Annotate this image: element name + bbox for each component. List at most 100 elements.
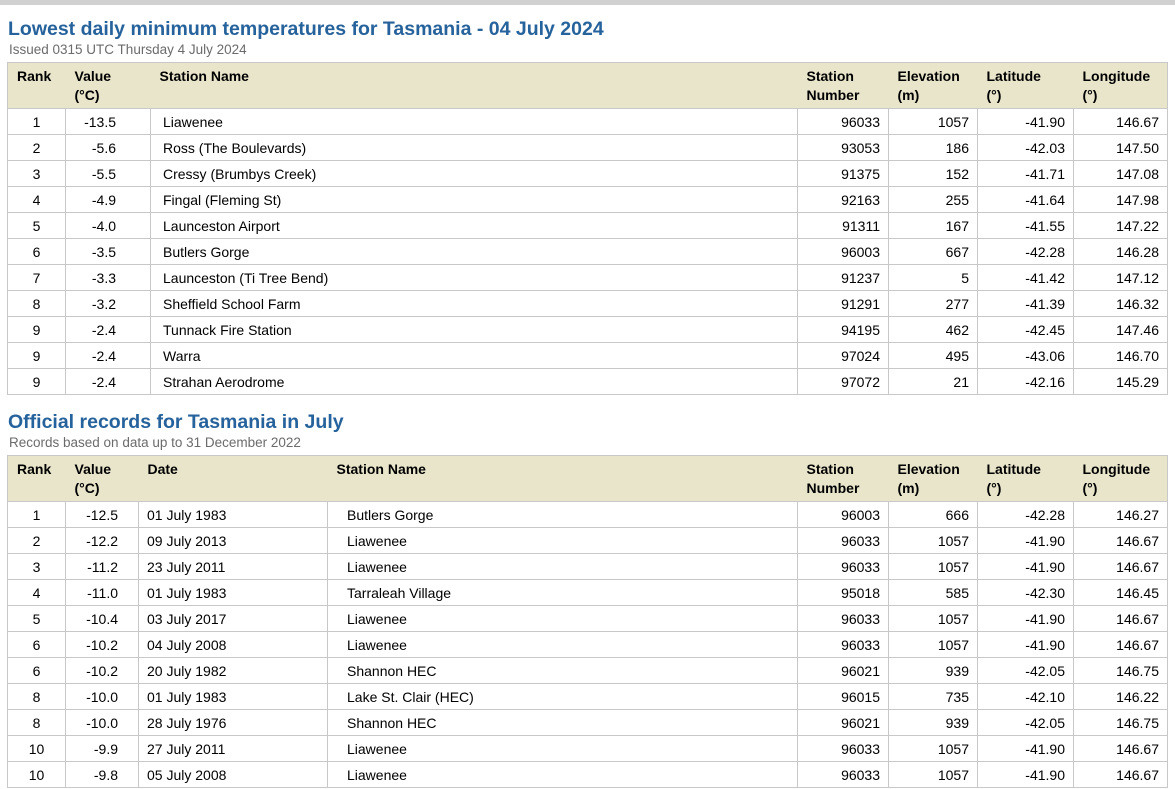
cell-lat: -42.03 [977,134,1074,161]
cell-num: 96033 [797,735,889,762]
cell-date: 04 July 2008 [138,631,328,658]
cell-num: 96015 [797,683,889,710]
daily-minimums-table: Rank Value (°C) Station Name Station Number El… [7,62,1168,395]
cell-elev: 585 [888,579,978,606]
cell-rank: 8 [7,683,66,710]
official-records-based-text: Records based on data up to 31 December … [9,435,301,450]
cell-num: 96033 [797,553,889,580]
official-records-table: Rank Value (°C) Date Station Name Station Numb… [7,455,1168,788]
cell-name: Launceston (Ti Tree Bend) [150,264,798,291]
cell-name: Butlers Gorge [150,238,798,265]
cell-lon: 147.12 [1073,264,1168,291]
cell-date: 03 July 2017 [138,605,328,632]
table-header-row: Rank Value (°C) Date Station Name Station Numb… [7,455,1168,502]
cell-name: Launceston Airport [150,212,798,239]
cell-name: Lake St. Clair (HEC) [327,683,798,710]
cell-num: 96021 [797,657,889,684]
cell-value: -9.9 [65,735,139,762]
cell-lon: 146.28 [1073,238,1168,265]
cell-date: 20 July 1982 [138,657,328,684]
cell-lon: 146.67 [1073,605,1168,632]
cell-lat: -41.90 [977,108,1074,135]
table-row: 3 -11.2 23 July 2011 Liawenee 96033 1057 -41.9… [7,553,1168,580]
cell-elev: 666 [888,501,978,528]
table-row: 8 -3.2 Sheffield School Farm 91291 277 -41.39… [7,290,1168,317]
cell-value: -12.5 [65,501,139,528]
table-row: 2 -12.2 09 July 2013 Liawenee 96033 1057 -41.9… [7,527,1168,554]
cell-lon: 146.75 [1073,709,1168,736]
cell-value: -13.5 [65,108,151,135]
cell-num: 96033 [797,108,889,135]
cell-rank: 6 [7,657,66,684]
cell-num: 96003 [797,501,889,528]
table-row: 5 -10.4 03 July 2017 Liawenee 96033 1057 -41.9… [7,605,1168,632]
cell-elev: 1057 [888,605,978,632]
cell-elev: 1057 [888,761,978,788]
cell-num: 96033 [797,605,889,632]
cell-lat: -42.30 [977,579,1074,606]
cell-lat: -41.90 [977,761,1074,788]
table-row: 8 -10.0 01 July 1983 Lake St. Clair (HEC) 96… [7,683,1168,710]
cell-num: 95018 [797,579,889,606]
cell-name: Fingal (Fleming St) [150,186,798,213]
cell-elev: 667 [888,238,978,265]
cell-value: -2.4 [65,368,151,395]
cell-rank: 7 [7,264,66,291]
column-header-rank: Rank [7,62,66,109]
column-header-num: Station Number [797,62,889,109]
cell-lon: 146.67 [1073,527,1168,554]
table-row: 9 -2.4 Tunnack Fire Station 94195 462 -42.45 1… [7,316,1168,343]
table-row: 2 -5.6 Ross (The Boulevards) 93053 186 -42.03… [7,134,1168,161]
cell-lat: -41.39 [977,290,1074,317]
cell-num: 96033 [797,631,889,658]
cell-lat: -41.42 [977,264,1074,291]
cell-lon: 147.08 [1073,160,1168,187]
cell-lat: -42.05 [977,709,1074,736]
cell-elev: 21 [888,368,978,395]
table-row: 1 -12.5 01 July 1983 Butlers Gorge 96003 666-… [7,501,1168,528]
cell-num: 94195 [797,316,889,343]
cell-lat: -42.16 [977,368,1074,395]
cell-name: Tunnack Fire Station [150,316,798,343]
cell-value: -3.2 [65,290,151,317]
cell-elev: 1057 [888,631,978,658]
cell-elev: 1057 [888,553,978,580]
cell-num: 91311 [797,212,889,239]
cell-lon: 146.70 [1073,342,1168,369]
cell-rank: 10 [7,735,66,762]
cell-elev: 5 [888,264,978,291]
column-header-name: Station Name [327,455,798,502]
cell-date: 28 July 1976 [138,709,328,736]
cell-rank: 9 [7,342,66,369]
cell-value: -4.9 [65,186,151,213]
cell-rank: 5 [7,212,66,239]
cell-name: Liawenee [327,631,798,658]
cell-num: 96003 [797,238,889,265]
column-header-lon: Longitude (°) [1073,455,1168,502]
column-header-value: Value (°C) [65,62,151,109]
cell-lat: -41.90 [977,735,1074,762]
cell-lon: 146.67 [1073,735,1168,762]
table-row: 8 -10.0 28 July 1976 Shannon HEC 96021 939 -42… [7,709,1168,736]
cell-rank: 8 [7,290,66,317]
cell-lon: 146.45 [1073,579,1168,606]
cell-elev: 495 [888,342,978,369]
cell-value: -4.0 [65,212,151,239]
table-row: 6 -10.2 04 July 2008 Liawenee 96033 1057 -41.9… [7,631,1168,658]
cell-name: Cressy (Brumbys Creek) [150,160,798,187]
column-header-date: Date [138,455,328,502]
table-row: 6 -10.2 20 July 1982 Shannon HEC 96021 939 -42… [7,657,1168,684]
cell-rank: 5 [7,605,66,632]
table-row: 7 -3.3 Launceston (Ti Tree Bend) 91237 5 -41.… [7,264,1168,291]
cell-lat: -41.64 [977,186,1074,213]
cell-lon: 145.29 [1073,368,1168,395]
cell-name: Liawenee [327,761,798,788]
cell-value: -5.5 [65,160,151,187]
cell-elev: 462 [888,316,978,343]
cell-rank: 4 [7,579,66,606]
cell-elev: 167 [888,212,978,239]
cell-lat: -42.28 [977,238,1074,265]
cell-name: Liawenee [150,108,798,135]
cell-value: -11.2 [65,553,139,580]
cell-elev: 1057 [888,527,978,554]
